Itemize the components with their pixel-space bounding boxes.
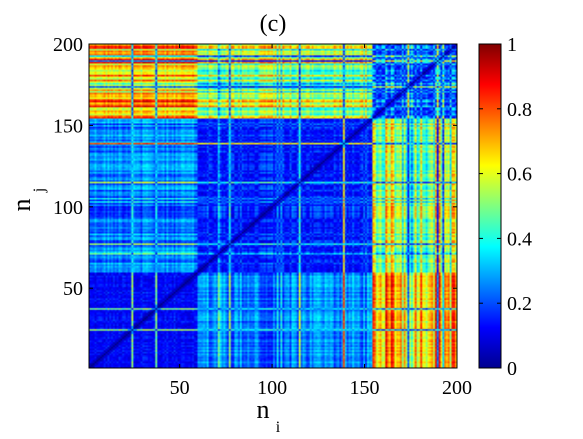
- colorbar-gradient: [478, 43, 502, 369]
- colorbar-tick-label: 0.2: [507, 293, 532, 315]
- heatmap-frame: [88, 43, 458, 369]
- y-axis-label: n j: [7, 188, 48, 212]
- y-tick-label: 100: [53, 197, 83, 219]
- colorbar-tick-label: 0.6: [507, 164, 532, 186]
- colorbar: 0 0.2 0.4 0.6 0.8 1: [478, 34, 532, 380]
- x-tick-label: 150: [350, 377, 380, 399]
- x-axis-label: n i: [257, 395, 281, 436]
- colorbar-tick-label: 0: [507, 358, 517, 380]
- x-axis-label-main: n: [257, 395, 270, 424]
- heatmap-image: [89, 44, 457, 368]
- heatmap-area: [88, 43, 458, 369]
- x-axis-label-subscript: i: [276, 419, 281, 436]
- colorbar-tick-label: 0.8: [507, 99, 532, 121]
- y-axis-label-main: n: [7, 199, 36, 212]
- y-tick-label: 150: [53, 115, 83, 137]
- y-tick-label: 200: [53, 34, 83, 56]
- y-axis-ticks: 50 100 150 200: [53, 34, 457, 300]
- colorbar-tick-label: 1: [507, 34, 517, 56]
- y-axis-label-subscript: j: [31, 188, 48, 193]
- x-tick-label: 200: [442, 377, 472, 399]
- x-axis-ticks: 50 100 150 200: [170, 44, 472, 399]
- colorbar-ticks: 0 0.2 0.4 0.6 0.8 1: [479, 34, 532, 380]
- colorbar-tick-label: 0.4: [507, 228, 532, 250]
- chart-title: (c): [260, 11, 287, 37]
- y-tick-label: 50: [63, 278, 83, 300]
- x-tick-label: 50: [170, 377, 190, 399]
- x-tick-label: 100: [257, 377, 287, 399]
